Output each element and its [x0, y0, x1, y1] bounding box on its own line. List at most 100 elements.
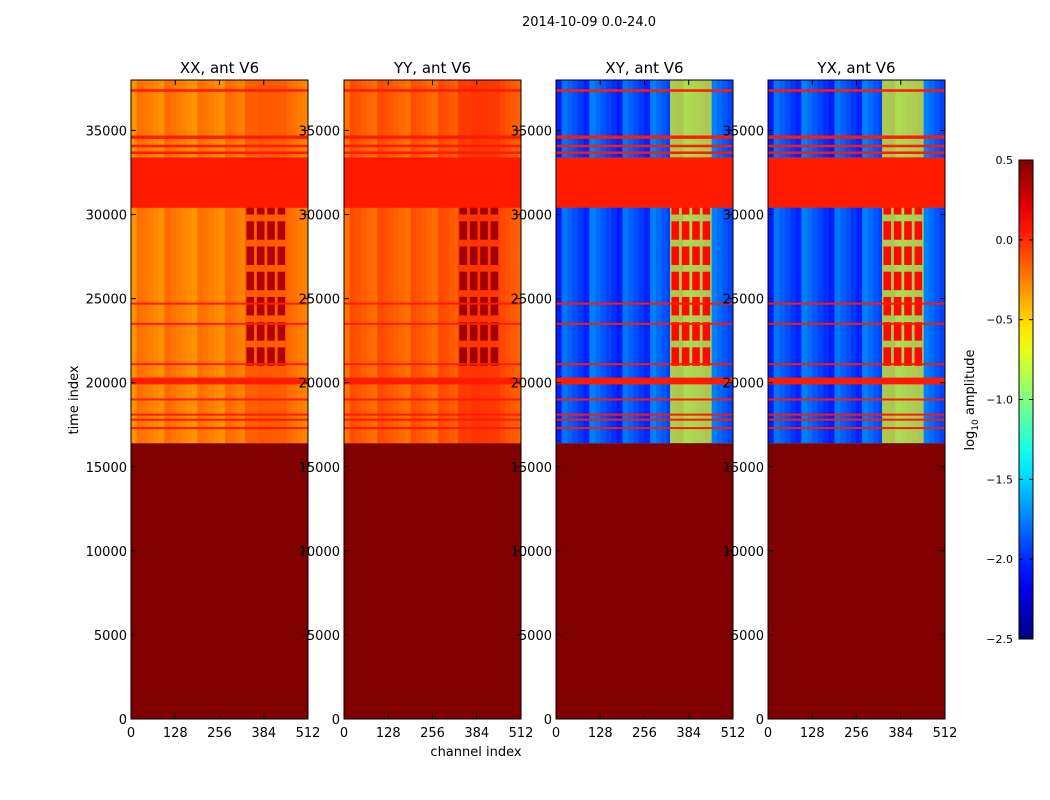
channel-stripe	[225, 80, 232, 444]
hot-cell	[692, 271, 700, 291]
flag-line	[768, 413, 945, 416]
y-tick-label: 25000	[86, 293, 127, 308]
hot-cell	[702, 296, 711, 316]
channel-stripe	[721, 80, 728, 444]
channel-stripe	[873, 80, 880, 444]
channel-stripe	[710, 80, 717, 444]
channel-stripe	[561, 80, 568, 444]
y-tick-label: 10000	[86, 545, 127, 560]
x-tick-label: 128	[376, 726, 401, 741]
flag-band	[131, 144, 308, 148]
hot-cell	[914, 246, 923, 265]
y-axis-label: time index	[67, 365, 82, 434]
hot-cell	[267, 246, 275, 265]
hot-cell	[671, 246, 680, 265]
hot-cell	[904, 296, 912, 316]
y-tick-label: 30000	[86, 209, 127, 224]
panel-title: YX, ant V6	[816, 59, 895, 77]
flag-line	[131, 193, 308, 196]
flag-band	[131, 377, 308, 385]
y-tick-label: 10000	[723, 545, 764, 560]
hot-cell	[702, 246, 711, 265]
hot-cell	[692, 322, 700, 341]
channel-stripe	[638, 80, 645, 444]
y-tick-label: 5000	[307, 629, 340, 644]
channel-stripe	[922, 80, 929, 444]
flag-band	[344, 89, 521, 92]
hot-cell	[277, 271, 286, 291]
x-tick-label: 0	[764, 726, 772, 741]
channel-stripe	[158, 80, 165, 444]
channel-stripe	[583, 80, 590, 444]
channel-stripe	[928, 80, 935, 444]
x-tick-label: 512	[509, 726, 534, 741]
channel-stripe	[371, 80, 378, 444]
x-axis-label: channel index	[430, 745, 521, 760]
hot-cell	[480, 221, 488, 240]
hot-cell	[246, 347, 255, 366]
flag-band	[131, 89, 308, 92]
x-tick-label: 384	[888, 726, 913, 741]
y-tick-label: 15000	[86, 461, 127, 476]
flag-line	[556, 322, 733, 325]
hot-cell	[904, 347, 912, 366]
flag-line	[556, 193, 733, 196]
panel-0: XX, ant V6 0 128 256 384 512 0 5000 10000 15000 20…	[86, 59, 321, 741]
y-tick-label: 35000	[299, 124, 340, 139]
flag-line	[344, 413, 521, 416]
hot-cell	[277, 246, 286, 265]
hot-cell	[256, 246, 265, 265]
hot-cell	[702, 271, 711, 291]
panel-title: YY, ant V6	[393, 59, 471, 77]
channel-stripe	[236, 80, 243, 444]
hot-cell	[914, 347, 923, 366]
channel-stripe	[509, 80, 516, 444]
hot-cell	[681, 347, 690, 366]
channel-stripe	[219, 80, 226, 444]
channel-stripe	[862, 80, 869, 444]
heatmap-image	[344, 80, 521, 719]
flag-line	[131, 413, 308, 416]
hot-cell	[267, 322, 275, 341]
flag-band	[556, 377, 733, 385]
channel-stripe	[421, 80, 428, 444]
flag-line	[131, 418, 308, 421]
x-tick-label: 512	[296, 726, 321, 741]
hot-cell	[490, 271, 499, 291]
hot-cell	[681, 246, 690, 265]
hot-cell	[277, 322, 286, 341]
channel-stripe	[377, 80, 384, 444]
hot-cell	[256, 347, 265, 366]
flag-band	[768, 377, 945, 385]
channel-stripe	[556, 80, 563, 444]
channel-stripe	[727, 80, 733, 444]
x-tick-label: 384	[251, 726, 276, 741]
channel-stripe	[828, 80, 835, 444]
hot-cell	[893, 347, 902, 366]
x-tick-label: 256	[632, 726, 657, 741]
x-tick-label: 0	[340, 726, 348, 741]
hot-cell	[469, 271, 478, 291]
flag-line	[556, 398, 733, 401]
y-tick-label: 0	[332, 713, 340, 728]
hot-cell	[256, 296, 265, 316]
flag-band	[768, 89, 945, 92]
hot-cell	[671, 322, 680, 341]
hot-cell	[246, 246, 255, 265]
channel-stripe	[355, 80, 362, 444]
hot-cell	[883, 322, 892, 341]
channel-stripe	[382, 80, 389, 444]
hot-cell	[681, 296, 690, 316]
colorbar-tick-label: −2.5	[986, 633, 1013, 646]
y-tick-label: 15000	[511, 461, 552, 476]
hot-cell	[490, 246, 499, 265]
channel-stripe	[622, 80, 629, 444]
channel-stripe	[191, 80, 198, 444]
channel-stripe	[404, 80, 411, 444]
channel-stripe	[515, 80, 521, 444]
flag-line	[556, 413, 733, 416]
colorbar-tick-label: 0.5	[996, 154, 1014, 167]
panel-3: YX, ant V6 0 128 256 384 512 0 5000 10000 15000 20…	[723, 59, 958, 741]
hot-cell	[671, 271, 680, 291]
flag-line	[768, 302, 945, 305]
